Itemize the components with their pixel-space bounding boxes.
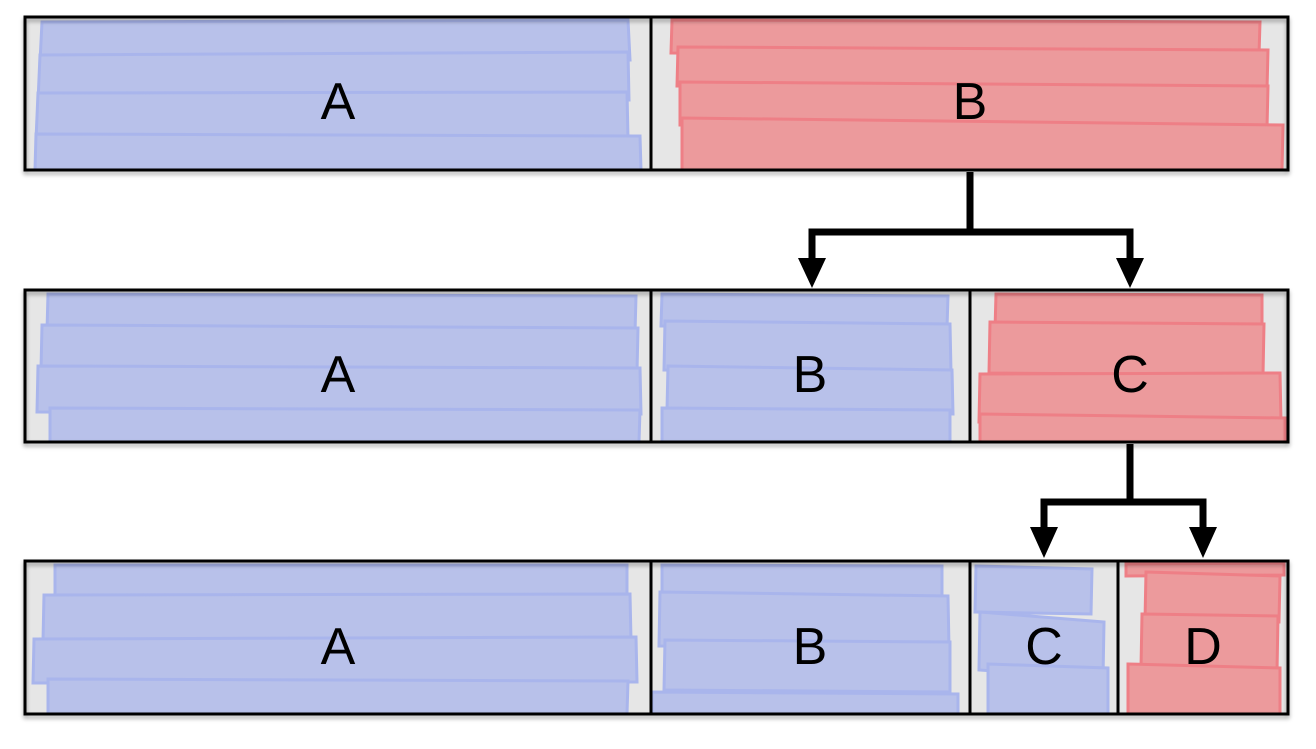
row-3-label-b: B <box>793 618 828 676</box>
row-2-outline <box>23 288 1290 444</box>
row-2-segment-c: C <box>977 292 1287 444</box>
row-1-segment-b: B <box>669 18 1285 172</box>
split-arrow-1-branch <box>808 228 1134 262</box>
row-3: A B C <box>23 559 1290 716</box>
split-arrow-1-head-left <box>798 258 826 288</box>
row-2-segment-b: B <box>659 292 955 444</box>
row-1-label-a: A <box>321 73 356 131</box>
row-1-outline <box>23 15 1290 172</box>
split-arrow-1-head-right <box>1116 258 1144 288</box>
row-2-segment-a: A <box>35 292 643 444</box>
row-3-segment-a: A <box>31 563 639 716</box>
row-1: A B <box>23 15 1290 172</box>
row-3-outline <box>23 559 1290 716</box>
split-arrow-1 <box>798 172 1144 288</box>
split-arrow-2-head-left <box>1030 527 1058 558</box>
row-2: A B C <box>23 288 1290 444</box>
row-2-label-b: B <box>793 346 828 404</box>
row-3-label-c: C <box>1025 618 1063 676</box>
row-3-segment-c: C <box>973 564 1110 716</box>
row-3-label-a: A <box>321 618 356 676</box>
row-3-segment-d: D <box>1124 561 1286 716</box>
row-3-label-d: D <box>1184 618 1222 676</box>
row-1-label-b: B <box>953 73 988 131</box>
split-arrow-2 <box>1030 444 1217 558</box>
split-arrow-2-head-right <box>1189 527 1217 558</box>
row-2-label-c: C <box>1111 346 1149 404</box>
row-2-label-a: A <box>321 346 356 404</box>
row-1-segment-a: A <box>33 18 643 172</box>
split-arrow-2-branch <box>1040 498 1207 530</box>
row-3-segment-b: B <box>650 563 960 716</box>
